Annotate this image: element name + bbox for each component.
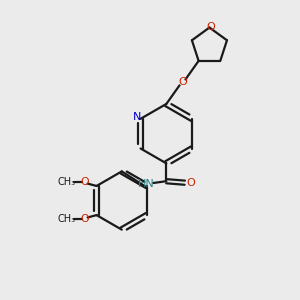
Text: HN: HN <box>138 178 155 189</box>
Text: O: O <box>80 214 89 224</box>
Text: CH₃: CH₃ <box>58 177 76 187</box>
Text: O: O <box>186 178 195 188</box>
Text: CH₃: CH₃ <box>58 214 76 224</box>
Text: N: N <box>133 112 141 122</box>
Text: O: O <box>178 77 187 87</box>
Text: O: O <box>80 177 89 187</box>
Text: O: O <box>207 22 215 32</box>
